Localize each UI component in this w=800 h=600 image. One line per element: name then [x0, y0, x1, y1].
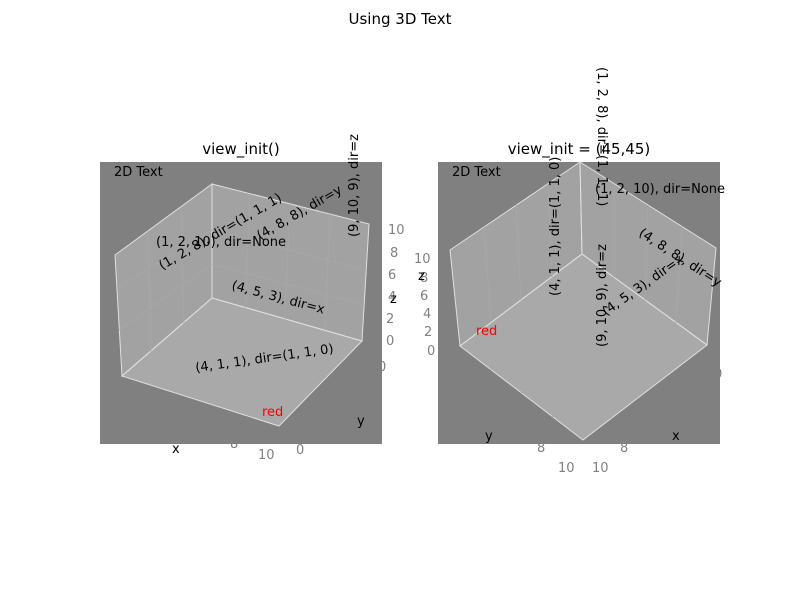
grid-line: [489, 276, 615, 371]
axes-left-zlabel: z: [390, 292, 397, 307]
axes-left-ylabel: y: [357, 414, 365, 429]
axes-left-xlabel: x: [172, 442, 180, 457]
grid-line: [211, 263, 365, 306]
tick-label-extra: 0: [714, 367, 722, 382]
annotation-9-10-9: (9, 10, 9), dir=z: [347, 134, 362, 237]
grid-line: [147, 230, 152, 354]
pane-floor: [459, 253, 708, 441]
x-tick-label: 8: [620, 441, 628, 456]
grid-line: [551, 321, 677, 418]
axes-right: view_init = (45,45) 2D Text (1, 2, 8), d…: [414, 67, 725, 476]
grid-line: [116, 229, 213, 289]
z-tick-label: 2: [424, 325, 432, 340]
x-tick-label: 10: [592, 461, 609, 476]
grid-line: [515, 204, 522, 301]
red-text-label: red: [476, 324, 497, 339]
y-tick-label: 0: [296, 443, 304, 458]
z-tick-label: 10: [414, 252, 431, 267]
annotation-1-2-10: (1, 2, 10), dir=None: [595, 182, 725, 197]
axes-left-title: view_init(): [202, 140, 279, 159]
grid-line: [244, 193, 251, 311]
z-tick-label: 2: [386, 312, 394, 327]
figure-suptitle: Using 3D Text: [349, 10, 452, 28]
z-tick-label: 4: [388, 290, 396, 305]
z-tick-label: 0: [386, 334, 394, 349]
axes-right-ticks: 10 8 6 4 2 0 0 8 10 8 10: [414, 252, 722, 476]
annotation-1-2-10: (1, 2, 10), dir=None: [156, 235, 286, 250]
pane-floor: [120, 297, 363, 427]
axes-left-grid: [116, 193, 367, 354]
axes-right-2d-text: 2D Text: [452, 165, 501, 180]
tick-label-extra: 0: [378, 360, 386, 375]
axes-right-zlabel: z: [418, 269, 425, 284]
grid-line: [520, 299, 646, 394]
annotation-4-1-1: (4, 1, 1), dir=(1, 1, 0): [548, 157, 563, 296]
axes-left: view_init() 2D Text (1, 2, 10), dir=None…: [100, 134, 405, 463]
grid-line: [644, 204, 649, 301]
z-tick-label: 0: [427, 344, 435, 359]
z-tick-label: 8: [420, 271, 428, 286]
axes-left-panes: [114, 183, 370, 427]
annotation-9-10-9: (9, 10, 9), dir=z: [595, 244, 610, 347]
axes-right-grid: [483, 183, 683, 418]
z-tick-label: 6: [420, 289, 428, 304]
axes-left-2d-text: 2D Text: [114, 165, 163, 180]
z-tick-label: 8: [390, 246, 398, 261]
grid-line: [324, 213, 331, 331]
z-tick-label: 6: [388, 268, 396, 283]
red-text-label: red: [262, 405, 283, 420]
grid-line: [180, 206, 185, 325]
annotation-1-2-8: (1, 2, 8), dir=(1, 1, 1): [594, 67, 609, 206]
y-tick-label: 8: [537, 441, 545, 456]
grid-line: [675, 225, 683, 323]
grid-line: [118, 263, 213, 331]
axes-right-title: view_init = (45,45): [508, 140, 651, 159]
x-tick-label: 8: [230, 437, 238, 452]
z-tick-label: 4: [423, 307, 431, 322]
x-tick-label: 10: [258, 448, 275, 463]
axes-right-ylabel: y: [485, 429, 493, 444]
grid-line: [547, 183, 553, 278]
y-tick-label: 10: [558, 461, 575, 476]
z-tick-label: 10: [388, 223, 405, 238]
axes-right-xlabel: x: [672, 429, 680, 444]
grid-line: [284, 203, 291, 321]
axes-left-ticks: 10 8 6 4 2 0 0 0 8 10: [230, 223, 405, 463]
grid-line: [483, 225, 492, 323]
grid-line: [211, 229, 367, 271]
